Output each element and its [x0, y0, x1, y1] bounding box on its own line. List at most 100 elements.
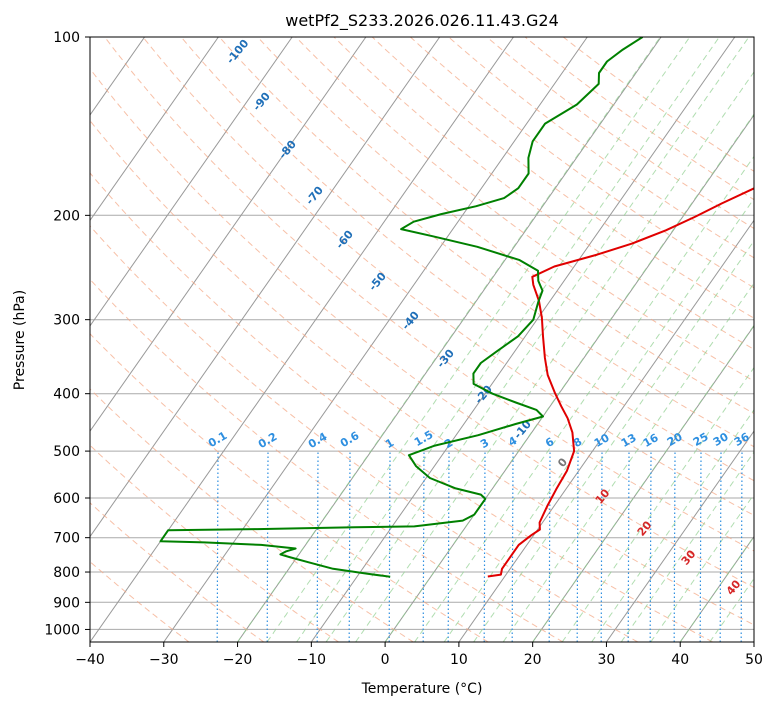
dry-adiabat-line — [90, 119, 754, 626]
isotherm-line — [458, 219, 754, 642]
line-labels: 0.1 0.2 0.4 0.6 1 1.5 2 3 4 6 8 10 13 16 20 25 30 36-100-… — [206, 37, 752, 598]
dry-adiabat-label: -100 — [224, 37, 252, 67]
y-tick-label: 500 — [53, 444, 80, 460]
y-tick-label: 700 — [53, 531, 80, 547]
moist-adiabat-label: 30 — [679, 547, 699, 567]
mixing-ratio-line — [699, 451, 702, 642]
mixing-ratio-label: 13 — [619, 431, 639, 450]
y-tick-label: 300 — [53, 313, 80, 329]
dry-adiabat-line — [90, 67, 754, 589]
mixing-ratio-label: 30 — [711, 430, 731, 449]
dry-adiabat-line — [524, 37, 754, 201]
mixing-ratio-line — [627, 451, 630, 642]
mixing-ratio-line — [576, 451, 579, 642]
mixing-ratio-line — [511, 451, 514, 642]
isotherm-line — [90, 37, 293, 327]
y-tick-label: 1000 — [44, 622, 80, 638]
isotherm-line — [90, 37, 514, 642]
moist-adiabat-line — [620, 451, 754, 642]
moist-adiabat-line — [266, 37, 691, 642]
moist-adiabat-line — [443, 197, 754, 642]
y-tick-label: 200 — [53, 208, 80, 224]
x-tick-label: 40 — [671, 652, 689, 668]
mixing-ratio-label: 20 — [665, 430, 685, 449]
x-tick-label: 20 — [524, 652, 542, 668]
moist-adiabat-line — [502, 282, 754, 642]
mixing-ratio-label: 36 — [732, 430, 752, 449]
mixing-ratio-line — [388, 451, 391, 642]
y-tick-label: 100 — [53, 30, 80, 46]
moist-adiabat-line — [591, 408, 754, 642]
mixing-ratio-line — [649, 451, 652, 642]
mixing-ratio-line — [673, 451, 676, 642]
isotherm-line — [90, 37, 219, 222]
mixing-ratio-line — [447, 451, 450, 642]
dry-adiabat-line — [90, 502, 265, 642]
isotherm-line — [753, 641, 754, 642]
dry-adiabat-line — [90, 561, 190, 642]
x-tick-label: 50 — [745, 652, 763, 668]
dry-adiabat-label: -30 — [434, 347, 457, 371]
x-tick-label: 30 — [598, 652, 616, 668]
x-tick-label: 10 — [450, 652, 468, 668]
dry-adiabat-line — [333, 37, 754, 350]
moist-adiabat-line — [532, 324, 754, 642]
moist-adiabat-line — [296, 37, 720, 642]
moist-adiabat-label: 40 — [724, 577, 744, 597]
dry-adiabat-line — [90, 388, 414, 642]
mixing-ratio-line — [422, 451, 425, 642]
y-tick-label: 400 — [53, 387, 80, 403]
isotherm-line — [384, 114, 754, 642]
mixing-ratio-label: 1 — [383, 436, 396, 451]
mixing-ratio-label: 0.1 — [206, 429, 229, 450]
dry-adiabat-line — [104, 37, 754, 552]
moist-adiabat-line — [325, 37, 750, 642]
dry-adiabat-line — [218, 37, 754, 448]
y-tick-label: 600 — [53, 491, 80, 507]
moist-adiabat-line — [237, 37, 661, 642]
isotherm-line — [0, 37, 71, 642]
profile-lines — [159, 37, 754, 578]
mixing-ratio-line — [316, 451, 319, 642]
y-axis: 100 200 300 400 500 600 700 800 900 1000 — [44, 30, 90, 638]
x-tick-label: 0 — [381, 652, 390, 668]
isotherm-line — [90, 37, 441, 538]
x-tick-label: −10 — [297, 652, 327, 668]
moist-adiabat-line — [414, 155, 754, 642]
dry-adiabat-line — [90, 172, 713, 642]
dry-adiabat-line — [90, 225, 639, 642]
dry-adiabat-line — [257, 37, 754, 415]
isotherm-line — [679, 535, 754, 642]
dry-adiabat-line — [486, 37, 754, 230]
mixing-ratio-line — [348, 451, 351, 642]
dry-adiabat-line — [142, 37, 754, 516]
y-tick-label: 900 — [53, 595, 80, 611]
dry-adiabat-line — [410, 37, 754, 289]
mixing-ratio-label: 0.6 — [338, 429, 362, 450]
dry-adiabat-label: -50 — [366, 270, 389, 294]
isotherm-line — [163, 37, 588, 642]
dry-adiabat-line — [295, 37, 754, 382]
x-axis: −40 −30 −20 −10 0 10 20 30 40 50 — [75, 642, 763, 668]
mixing-ratio-label: 16 — [641, 431, 661, 450]
moist-adiabat-line — [709, 577, 754, 642]
mixing-ratio-line — [483, 451, 486, 642]
moist-adiabat-line — [561, 366, 754, 642]
isotherm-line — [605, 430, 754, 642]
moist-adiabat-line — [679, 535, 754, 642]
dry-adiabat-line — [90, 444, 339, 642]
temperature-line — [487, 187, 754, 578]
moist-adiabat-line — [384, 113, 754, 642]
x-tick-label: −20 — [223, 652, 253, 668]
moist-adiabat-line — [355, 71, 754, 642]
mixing-ratio-line — [740, 451, 743, 642]
x-tick-label: −40 — [75, 652, 105, 668]
moist-adiabat-line — [473, 240, 754, 642]
dry-adiabat-line — [90, 278, 564, 642]
isotherm-line — [532, 324, 754, 642]
chart-title: wetPf2_S233.2026.026.11.43.G24 — [285, 11, 559, 31]
mixing-ratio-line — [216, 451, 219, 642]
x-axis-label: Temperature (°C) — [361, 681, 483, 697]
mixing-ratio-label: 3 — [478, 436, 491, 451]
